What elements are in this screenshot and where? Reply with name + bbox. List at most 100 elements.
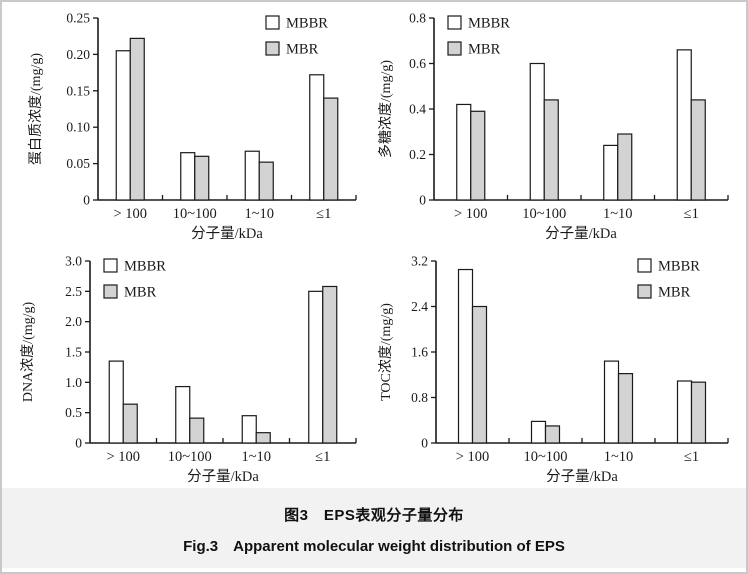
legend-label-mbr: MBR [124, 285, 157, 301]
bar-mbr-0 [129, 37, 145, 201]
x-axis-title: 分子量/kDa [546, 468, 618, 485]
toc-chart-svg: 0 0.8 1.6 2.4 3.2 > 100 10~100 1~10 ≤1 分子量/kDa TOC… [378, 254, 729, 485]
bar-mbbr-3 [308, 290, 324, 444]
x-axis-title: 分子量/kDa [545, 225, 617, 242]
y-tick-label: 0.10 [66, 120, 90, 135]
category-label: > 100 [106, 449, 140, 465]
bar-mbbr-1 [180, 152, 196, 201]
bar-mbr-3 [323, 97, 339, 201]
category-label: > 100 [456, 449, 490, 465]
legend-swatch-mbbr [103, 258, 118, 273]
bar-mbr-3 [690, 99, 706, 201]
y-tick-label: 0 [75, 436, 82, 451]
legend-label-mbbr: MBBR [468, 16, 510, 32]
bar-mbr-0 [470, 110, 486, 201]
caption-english: Fig.3 Apparent molecular weight distribu… [183, 538, 565, 555]
dna-chart-svg: 0 0.5 1.0 1.5 2.0 2.5 3.0 > 100 10~100 1~10 ≤1 分子量/… [20, 254, 357, 485]
bar-mbr-2 [255, 432, 271, 444]
bar-mbr-0 [122, 403, 138, 444]
protein-chart-svg: 0 0.05 0.10 0.15 0.20 0.25 > 100 10~100 1~10 ≤1 分子… [28, 11, 357, 242]
chart-dna: 0 0.5 1.0 1.5 2.0 2.5 3.0 > 100 10~100 1~10 ≤1 分子量/… [2, 245, 374, 488]
bar-mbr-0 [471, 305, 488, 444]
category-label: 10~100 [173, 206, 217, 222]
bottom-strip [2, 568, 746, 572]
bar-mbbr-0 [108, 360, 124, 444]
x-axis-title: 分子量/kDa [191, 225, 263, 242]
y-axis-title: 多糖浓度/(mg/g) [377, 60, 394, 158]
bar-mbr-3 [690, 381, 707, 444]
bar-mbbr-2 [603, 144, 619, 201]
y-tick-label: 0.20 [66, 47, 90, 62]
bar-mbr-1 [189, 417, 205, 444]
y-tick-label: 2.0 [65, 314, 82, 329]
y-axis-title: DNA浓度/(mg/g) [20, 302, 36, 403]
chart-toc: 0 0.8 1.6 2.4 3.2 > 100 10~100 1~10 ≤1 分子量/kDa TOC… [374, 245, 746, 488]
legend-swatch-mbr [637, 284, 652, 299]
bar-mbbr-2 [244, 150, 260, 201]
category-label: 1~10 [603, 206, 633, 222]
y-tick-label: 1.6 [411, 345, 428, 360]
category-label: ≤1 [684, 449, 699, 465]
legend-swatch-mbbr [637, 258, 652, 273]
bar-mbbr-2 [603, 360, 620, 444]
caption-chinese: 图3 EPS表观分子量分布 [284, 507, 464, 524]
category-label: 10~100 [523, 449, 567, 465]
bar-mbr-2 [258, 161, 274, 201]
bar-mbbr-3 [676, 49, 692, 201]
legend-swatch-mbr [447, 41, 462, 56]
legend-swatch-mbr [265, 41, 280, 56]
category-label: 1~10 [241, 449, 271, 465]
legend-label-mbbr: MBBR [286, 16, 328, 32]
category-label: ≤1 [684, 206, 699, 222]
charts-grid: 0 0.05 0.10 0.15 0.20 0.25 > 100 10~100 1~10 ≤1 分子… [2, 2, 746, 488]
y-tick-label: 0.4 [409, 102, 426, 117]
bar-mbr-1 [544, 425, 561, 444]
legend-label-mbbr: MBBR [658, 259, 700, 275]
chart-polysaccharide: 0 0.2 0.4 0.6 0.8 > 100 10~100 1~10 ≤1 分子量/kDa 多糖浓… [374, 2, 746, 245]
category-label: 10~100 [522, 206, 566, 222]
legend-label-mbr: MBR [286, 42, 319, 58]
category-label: > 100 [454, 206, 488, 222]
y-tick-label: 3.0 [65, 254, 82, 269]
y-tick-label: 0 [83, 193, 90, 208]
category-label: > 100 [113, 206, 147, 222]
x-axis-title: 分子量/kDa [187, 468, 259, 485]
y-tick-label: 0.15 [66, 83, 90, 98]
legend-swatch-mbbr [447, 15, 462, 30]
bar-mbr-2 [617, 133, 633, 201]
y-tick-label: 0.8 [411, 390, 428, 405]
y-tick-label: 0 [419, 193, 426, 208]
legend-label-mbr: MBR [468, 42, 501, 58]
bar-mbbr-0 [115, 50, 131, 201]
y-tick-label: 2.5 [65, 284, 82, 299]
chart-protein: 0 0.05 0.10 0.15 0.20 0.25 > 100 10~100 1~10 ≤1 分子… [2, 2, 374, 245]
y-tick-label: 0.2 [409, 147, 426, 162]
y-tick-label: 0.05 [66, 156, 90, 171]
category-label: ≤1 [315, 449, 330, 465]
legend-swatch-mbr [103, 284, 118, 299]
bar-mbbr-1 [530, 420, 547, 444]
bar-mbr-2 [617, 373, 634, 444]
bar-mbbr-1 [175, 385, 191, 444]
y-axis-title: TOC浓度/(mg/g) [378, 303, 394, 401]
y-tick-label: 1.5 [65, 345, 82, 360]
bar-mbbr-0 [456, 103, 472, 201]
bar-mbbr-2 [241, 415, 257, 444]
bar-mbr-1 [543, 99, 559, 201]
y-tick-label: 0 [421, 436, 428, 451]
legend-label-mbr: MBR [658, 285, 691, 301]
bar-mbr-1 [194, 155, 210, 201]
bar-mbbr-3 [676, 380, 693, 444]
category-label: 10~100 [168, 449, 212, 465]
category-label: 1~10 [604, 449, 634, 465]
y-tick-label: 1.0 [65, 375, 82, 390]
y-axis-title: 蛋白质浓度/(mg/g) [28, 53, 44, 165]
y-tick-label: 0.25 [66, 11, 90, 26]
y-tick-label: 0.6 [409, 56, 426, 71]
y-tick-label: 3.2 [411, 254, 428, 269]
category-label: 1~10 [244, 206, 274, 222]
y-tick-label: 0.8 [409, 11, 426, 26]
y-tick-label: 2.4 [411, 299, 428, 314]
legend-label-mbbr: MBBR [124, 259, 166, 275]
